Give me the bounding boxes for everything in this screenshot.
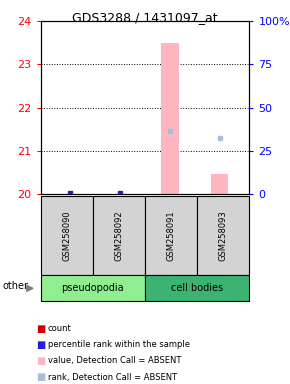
Bar [161,43,179,194]
Text: count: count [48,324,72,333]
Bar [211,174,228,194]
Text: percentile rank within the sample: percentile rank within the sample [48,340,190,349]
Text: other: other [3,281,29,291]
Text: GSM258092: GSM258092 [114,210,124,260]
Text: GSM258090: GSM258090 [62,210,71,260]
Text: ■: ■ [36,356,46,366]
Text: GSM258093: GSM258093 [219,210,228,261]
Text: cell bodies: cell bodies [171,283,223,293]
Text: rank, Detection Call = ABSENT: rank, Detection Call = ABSENT [48,372,177,382]
Text: ■: ■ [36,372,46,382]
Text: value, Detection Call = ABSENT: value, Detection Call = ABSENT [48,356,181,366]
Text: ■: ■ [36,340,46,350]
Text: pseudopodia: pseudopodia [61,283,124,293]
Text: ■: ■ [36,324,46,334]
Text: GSM258091: GSM258091 [166,210,176,260]
Text: GDS3288 / 1431097_at: GDS3288 / 1431097_at [72,11,218,24]
